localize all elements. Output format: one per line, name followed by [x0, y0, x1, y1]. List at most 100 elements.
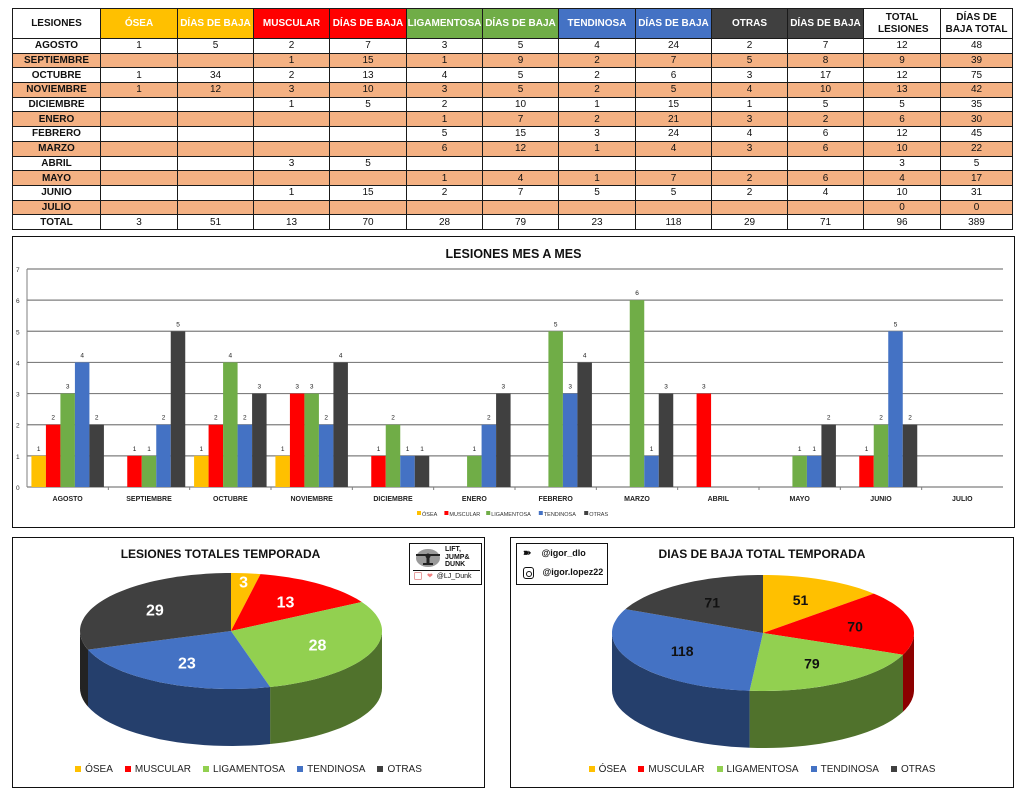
table-cell: 5 — [863, 96, 941, 113]
table-cell: 6 — [787, 170, 864, 186]
table-row: MARZO 6 12 1 4 3 6 10 22 — [12, 140, 1013, 157]
legend-item: MUSCULAR — [124, 764, 191, 775]
bar-data-label: 2 — [391, 415, 395, 422]
row-label: AGOSTO — [12, 38, 101, 54]
table-cell: 12 — [863, 67, 941, 84]
bar-otras — [89, 424, 104, 487]
column-header: TOTAL LESIONES — [863, 8, 941, 39]
table-cell — [482, 155, 559, 172]
legend-swatch — [890, 766, 897, 773]
table-cell: 45 — [940, 126, 1013, 142]
table-cell: 3 — [711, 140, 788, 157]
table-cell: 1 — [100, 67, 178, 84]
table-cell: 4 — [635, 140, 712, 157]
pie2-title: DIAS DE BAJA TOTAL TEMPORADA — [658, 547, 866, 561]
table-cell — [329, 126, 407, 142]
row-label: MARZO — [12, 140, 101, 157]
table-row: FEBRERO 5 15 3 24 4 6 12 45 — [12, 126, 1013, 142]
bar-ligamentosa — [385, 424, 401, 487]
x-category-label: ENERO — [462, 496, 487, 503]
bar-otras — [170, 331, 186, 487]
table-cell — [100, 140, 178, 157]
pie-data-label: 51 — [793, 592, 809, 608]
table-cell: 17 — [940, 170, 1013, 186]
bar-data-label: 2 — [827, 415, 831, 422]
instagram-icon — [523, 567, 534, 579]
bar-otras — [902, 424, 918, 487]
bar-otras — [414, 455, 430, 487]
logo-line3: DUNK — [445, 561, 466, 568]
legend-swatch — [417, 511, 421, 515]
bar-muscular — [859, 455, 874, 487]
table-cell: 30 — [940, 111, 1013, 128]
pie-data-label: 118 — [671, 643, 694, 659]
table-row: DICIEMBRE 1 5 2 10 1 15 1 5 5 35 — [12, 96, 1013, 113]
table-cell — [253, 199, 330, 216]
x-category-label: OCTUBRE — [213, 496, 248, 503]
y-tick-label: 4 — [16, 360, 20, 367]
table-cell — [635, 155, 712, 172]
table-cell: 9 — [482, 52, 559, 69]
pie-chart-injuries: 3 13 28 23 29 — [80, 573, 382, 746]
legend-item: MUSCULAR — [638, 764, 705, 775]
y-tick-label: 3 — [16, 392, 20, 399]
table-cell: 51 — [177, 214, 254, 230]
table-row: ENERO 1 7 2 21 3 2 6 30 — [12, 111, 1013, 128]
table-cell: 1 — [406, 111, 483, 128]
instagram-icon — [414, 572, 422, 581]
bar-otras — [333, 362, 348, 487]
table-cell: 5 — [406, 126, 483, 142]
column-header: DÍAS DE BAJA — [329, 8, 407, 39]
pie-data-label: 28 — [309, 637, 327, 654]
table-cell: 5 — [482, 67, 559, 84]
bar-ligamentosa — [873, 424, 889, 487]
table-cell — [177, 126, 254, 142]
table-cell: 1 — [558, 96, 636, 113]
table-cell: 6 — [406, 140, 483, 157]
table-cell: 13 — [863, 82, 941, 98]
table-cell: 4 — [787, 184, 864, 201]
bar-ligamentosa — [792, 455, 807, 487]
table-cell — [558, 155, 636, 172]
table-cell: 2 — [711, 170, 788, 186]
table-cell — [100, 52, 178, 69]
table-cell: 1 — [406, 170, 483, 186]
table-cell: 12 — [177, 82, 254, 98]
row-label: MAYO — [12, 170, 101, 186]
bar-muscular — [696, 393, 712, 487]
table-cell: 10 — [482, 96, 559, 113]
column-header: DÍAS DE BAJA — [635, 8, 712, 39]
legend-swatch — [75, 766, 82, 773]
legend-swatch — [444, 511, 449, 515]
row-label: ABRIL — [12, 155, 101, 172]
table-cell: 6 — [635, 67, 712, 84]
table-cell: 1 — [100, 82, 178, 98]
bar-data-label: 3 — [664, 384, 668, 391]
legend-item: ÓSEA — [588, 764, 626, 775]
y-tick-label: 1 — [16, 454, 20, 461]
y-tick-label: 5 — [16, 329, 20, 336]
table-cell — [558, 199, 636, 216]
bar-data-label: 2 — [51, 415, 55, 422]
bar-data-label: 3 — [502, 384, 506, 391]
column-header: OTRAS — [711, 8, 788, 39]
column-header: LIGAMENTOSA — [406, 8, 483, 39]
bar-data-label: 1 — [812, 446, 816, 453]
logo-line1: LIFT, — [445, 546, 461, 553]
table-cell: 8 — [787, 52, 864, 69]
table-cell — [253, 170, 330, 186]
table-cell: 2 — [558, 111, 636, 128]
legend-label: LIGAMENTOSA — [491, 512, 531, 518]
table-cell — [100, 170, 178, 186]
table-cell: 3 — [253, 155, 330, 172]
table-cell: 0 — [863, 199, 941, 216]
x-category-label: SEPTIEMBRE — [126, 496, 172, 503]
bar-otras — [658, 393, 674, 487]
table-cell — [177, 184, 254, 201]
bar-chart: 0 1 2 3 4 5 6 7 1 2 3 4 2 AGOSTO 1 1 2 5 SEPTIEMBRE 1 2 4 2 3 OC… — [16, 267, 1003, 518]
table-cell: 4 — [863, 170, 941, 186]
row-label: JUNIO — [12, 184, 101, 201]
table-cell: 2 — [787, 111, 864, 128]
table-cell: 5 — [329, 155, 407, 172]
bar-data-label: 5 — [554, 321, 558, 328]
